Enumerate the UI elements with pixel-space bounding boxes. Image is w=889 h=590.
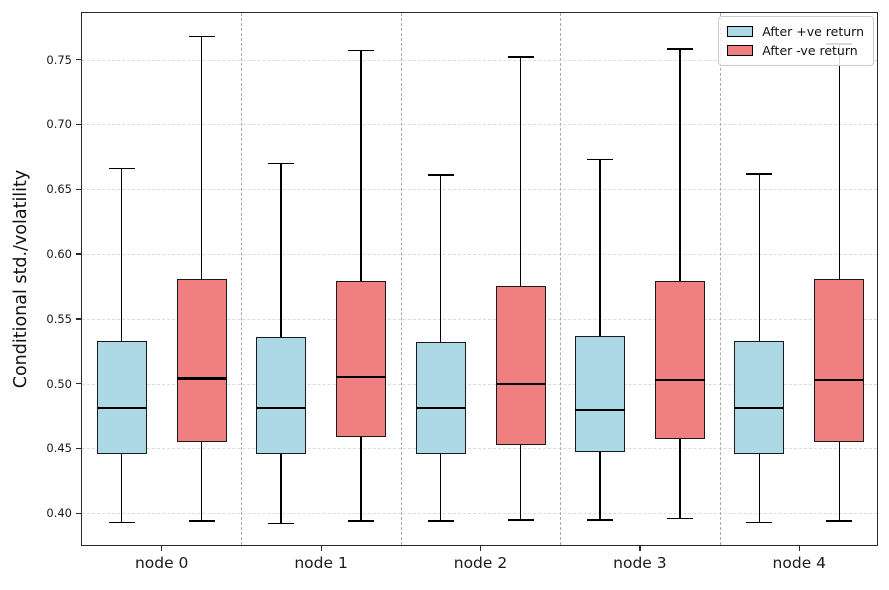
x-tick-mark (798, 546, 800, 551)
whisker-cap-top (108, 167, 135, 170)
y-tick-mark (76, 512, 81, 514)
y-tick-label: 0.65 (46, 182, 72, 197)
median-line (336, 376, 387, 379)
median-line (654, 378, 705, 381)
median-line (176, 377, 227, 380)
legend-label: After +ve return (762, 24, 864, 39)
x-tick-mark (161, 546, 163, 551)
group-separator (719, 13, 721, 545)
legend-item: After -ve return (727, 41, 864, 60)
whisker-cap-top (666, 48, 693, 51)
median-line (96, 407, 147, 410)
whisker-cap-bottom (666, 517, 693, 520)
y-tick-label: 0.75 (46, 52, 72, 67)
y-tick-mark (76, 383, 81, 385)
x-tick-label: node 2 (453, 554, 508, 572)
y-tick-label: 0.40 (46, 506, 72, 521)
legend-swatch-icon (727, 26, 754, 37)
y-axis-label: Conditional std./volatility (11, 169, 31, 389)
boxplot-box (814, 278, 865, 442)
whisker-cap-top (427, 174, 454, 176)
x-tick-mark (479, 546, 482, 551)
boxplot-box (574, 335, 625, 453)
x-tick-mark (320, 546, 322, 551)
whisker-cap-top (348, 49, 375, 52)
boxplot-box (495, 286, 546, 445)
plot-area: After +ve return After -ve return 0.40 0.4… (46, 12, 878, 572)
y-tick-label: 0.45 (46, 441, 72, 456)
whisker-cap-top (268, 162, 295, 165)
whisker-cap-bottom (826, 520, 853, 522)
y-tick-mark (76, 447, 81, 450)
legend-swatch-icon (727, 45, 754, 56)
whisker-cap-bottom (188, 520, 215, 522)
y-tick-label: 0.70 (46, 117, 72, 132)
y-tick-label: 0.50 (46, 376, 72, 391)
boxplot-box (176, 278, 227, 442)
median-line (734, 407, 785, 410)
y-tick-label: 0.60 (46, 247, 72, 262)
whisker-cap-top (507, 56, 534, 58)
boxplot-box (256, 337, 307, 454)
whisker-cap-top (586, 158, 613, 161)
boxplot-box (336, 281, 387, 437)
median-line (495, 382, 546, 385)
group-separator (400, 13, 402, 545)
x-tick-mark (639, 546, 641, 551)
legend-item: After +ve return (727, 22, 864, 41)
gridline (82, 318, 877, 320)
legend-label: After -ve return (762, 43, 858, 58)
group-separator (560, 13, 562, 545)
y-tick-mark (76, 318, 81, 320)
y-tick-mark (76, 123, 81, 126)
whisker-cap-bottom (427, 520, 454, 522)
legend: After +ve return After -ve return (718, 16, 874, 66)
group-separator (241, 13, 243, 545)
gridline (82, 254, 877, 256)
gridline (82, 124, 877, 126)
whisker-cap-top (746, 172, 773, 175)
gridline (82, 448, 877, 450)
median-line (415, 407, 466, 410)
gridline (82, 189, 877, 191)
gridline (82, 59, 877, 61)
gridline (82, 383, 877, 385)
y-tick-mark (76, 59, 81, 61)
median-line (574, 408, 625, 411)
y-tick-mark (76, 188, 81, 190)
whisker-cap-bottom (108, 521, 135, 524)
y-tick-mark (76, 253, 81, 255)
x-tick-label: node 4 (772, 554, 827, 572)
boxplot-box (734, 340, 785, 454)
median-line (814, 378, 865, 381)
x-tick-label: node 1 (294, 554, 348, 572)
whisker-cap-bottom (586, 518, 613, 521)
whisker-cap-bottom (268, 522, 295, 525)
y-tick-label: 0.55 (46, 311, 72, 326)
boxplot-box (654, 281, 705, 440)
whisker (200, 36, 203, 522)
whisker-cap-top (188, 35, 215, 38)
gridline (82, 513, 877, 515)
x-tick-label: node 3 (613, 554, 667, 572)
boxplot-box (415, 342, 466, 454)
boxplot-box (96, 340, 147, 454)
whisker-cap-bottom (746, 521, 773, 524)
whisker-cap-bottom (348, 520, 375, 522)
whisker-cap-bottom (507, 518, 534, 521)
x-tick-label: node 0 (134, 554, 189, 572)
median-line (256, 407, 307, 410)
